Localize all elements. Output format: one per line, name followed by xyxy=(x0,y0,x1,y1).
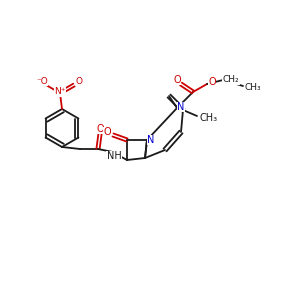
Text: ⁻O: ⁻O xyxy=(36,76,48,85)
Text: O: O xyxy=(96,124,104,134)
Text: N: N xyxy=(177,102,185,112)
Text: CH₂: CH₂ xyxy=(223,76,239,85)
Text: O: O xyxy=(76,76,82,85)
Text: O: O xyxy=(103,127,111,137)
Text: CH₃: CH₃ xyxy=(245,83,261,92)
Text: CH₃: CH₃ xyxy=(200,113,218,123)
Text: N⁺: N⁺ xyxy=(54,88,66,97)
Text: O: O xyxy=(173,75,181,85)
Text: NH: NH xyxy=(106,151,122,161)
Text: O: O xyxy=(208,77,216,87)
Text: N: N xyxy=(147,135,155,145)
